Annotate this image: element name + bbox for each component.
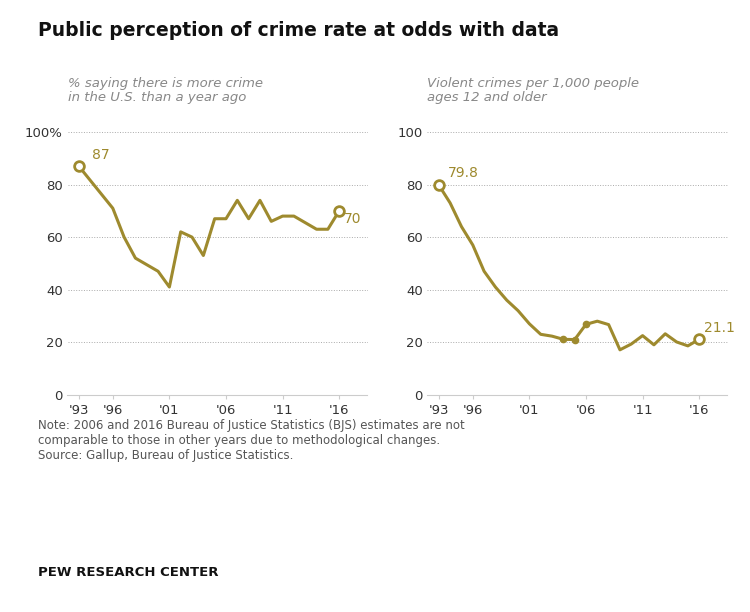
Text: 87: 87 [92, 148, 110, 162]
Text: Note: 2006 and 2016 Bureau of Justice Statistics (BJS) estimates are not
compara: Note: 2006 and 2016 Bureau of Justice St… [38, 419, 464, 462]
Text: PEW RESEARCH CENTER: PEW RESEARCH CENTER [38, 566, 218, 579]
Text: 21.1: 21.1 [704, 321, 734, 335]
Text: Violent crimes per 1,000 people
ages 12 and older: Violent crimes per 1,000 people ages 12 … [427, 76, 640, 105]
Text: 79.8: 79.8 [448, 166, 478, 180]
Text: 70: 70 [344, 212, 362, 226]
Text: % saying there is more crime
in the U.S. than a year ago: % saying there is more crime in the U.S.… [68, 76, 262, 105]
Text: Public perception of crime rate at odds with data: Public perception of crime rate at odds … [38, 21, 559, 40]
